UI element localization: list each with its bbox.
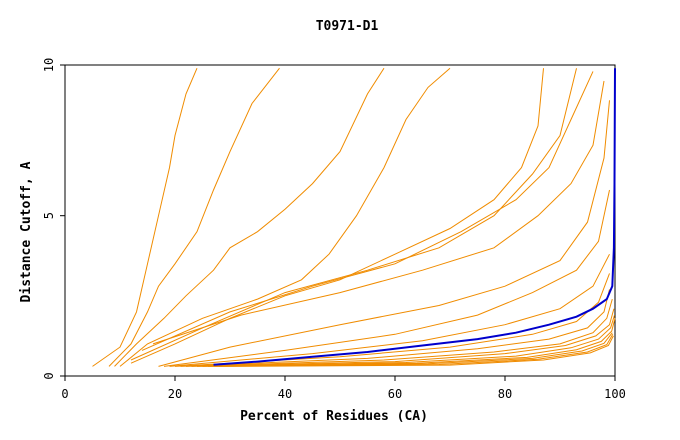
x-tick-label: 20 <box>168 387 182 401</box>
series-line-19 <box>213 334 614 367</box>
chart-title: T0971-D1 <box>316 19 379 34</box>
series-line-8 <box>152 80 605 345</box>
highlight-series-line <box>213 68 616 366</box>
series-line-20 <box>218 335 614 367</box>
series-line-11 <box>169 253 610 367</box>
series-line-4 <box>119 67 451 367</box>
y-tick-label: 0 <box>42 372 56 379</box>
series-line-7 <box>141 71 594 351</box>
x-tick-label: 100 <box>604 387 626 401</box>
x-axis: 0 20 40 60 80 100 <box>61 376 626 401</box>
series-line-9 <box>158 100 610 367</box>
series-layer <box>92 67 616 367</box>
series-line-16 <box>196 314 615 367</box>
x-tick-label: 80 <box>498 387 512 401</box>
series-line-2 <box>108 67 280 367</box>
x-tick-label: 60 <box>388 387 402 401</box>
y-axis: 0 5 10 <box>42 58 65 380</box>
series-line-17 <box>202 318 616 367</box>
series-line-1 <box>92 68 198 367</box>
series-line-10 <box>163 189 610 367</box>
y-axis-label: Distance Cutoff, A <box>19 161 34 302</box>
y-tick-label: 10 <box>42 58 56 72</box>
x-tick-label: 40 <box>278 387 292 401</box>
series-line-5 <box>130 68 544 364</box>
series-line-14 <box>185 298 613 367</box>
y-tick-label: 5 <box>42 212 56 219</box>
series-line-12 <box>174 273 610 367</box>
x-axis-label: Percent of Residues (CA) <box>240 409 428 424</box>
series-line-15 <box>191 308 615 367</box>
x-tick-label: 0 <box>61 387 68 401</box>
series-line-13 <box>180 289 610 367</box>
series-line-3 <box>114 67 385 367</box>
series-line-18 <box>207 332 613 367</box>
series-line-6 <box>130 68 577 361</box>
